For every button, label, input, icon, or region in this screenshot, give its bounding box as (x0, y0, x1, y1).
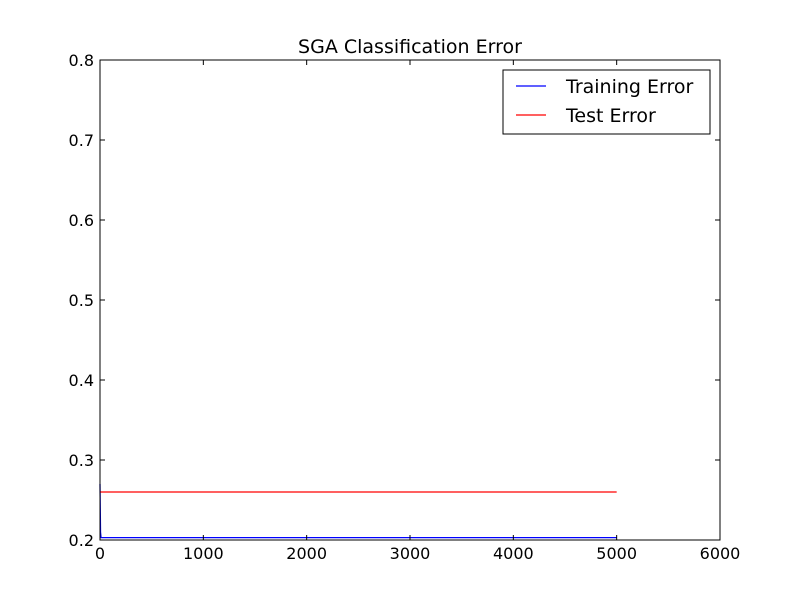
x-tick-label: 4000 (493, 544, 534, 563)
x-tick-label: 3000 (390, 544, 431, 563)
legend: Training Error Test Error (502, 69, 711, 135)
y-tick-label: 0.3 (69, 451, 94, 470)
x-tick-label: 2000 (286, 544, 327, 563)
x-tick-label: 0 (95, 544, 105, 563)
legend-label-1: Training Error (565, 76, 694, 98)
y-tick-label: 0.2 (69, 531, 94, 550)
tick-labels: 0 1000 2000 3000 4000 5000 6000 0.2 0.3 0.4 0.5 0.6… (69, 51, 741, 563)
y-tick-label: 0.5 (69, 291, 94, 310)
plot-series (99, 483, 617, 539)
x-tick-label: 6000 (700, 544, 741, 563)
ticks (99, 59, 721, 541)
x-tick-label: 1000 (183, 544, 224, 563)
y-tick-label: 0.6 (69, 211, 94, 230)
y-tick-label: 0.4 (69, 371, 94, 390)
legend-label-2: Test Error (565, 105, 656, 127)
x-tick-label: 5000 (596, 544, 637, 563)
y-tick-label: 0.8 (69, 51, 94, 70)
y-tick-label: 0.7 (69, 131, 94, 150)
chart-title: SGA Classification Error (298, 36, 522, 58)
legend-box (502, 69, 711, 135)
